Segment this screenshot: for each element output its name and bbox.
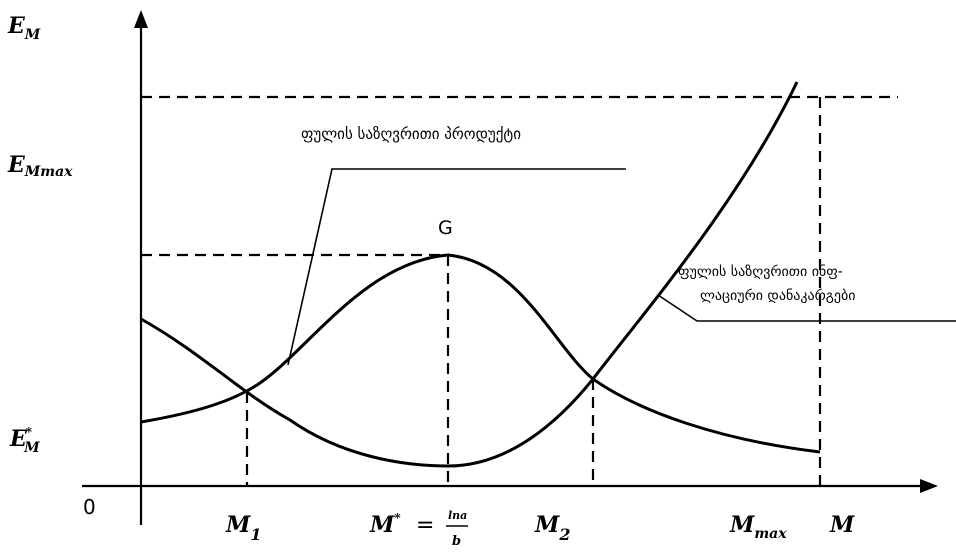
marginal-product-curve (140, 253, 821, 454)
mmax-tick-label: Mmax (729, 512, 787, 542)
x-axis-arrow (920, 479, 938, 493)
point-g-label: G (438, 217, 453, 239)
marginal-inflation-loss-curve (140, 81, 799, 468)
mstar-denominator: b (452, 534, 461, 549)
marginal-inflation-leader (657, 294, 956, 322)
origin-label: 0 (83, 495, 96, 519)
marginal-inflation-annotation-line2: ლაციური დანაკარგები (700, 287, 856, 304)
y-axis-label: EM (7, 13, 41, 43)
marginal-inflation-annotation-line1: ფულის საზღვრითი ინფ- (678, 263, 843, 280)
emax-tick-label: EMmax (7, 152, 73, 180)
m2-tick-label: M2 (534, 512, 571, 544)
m1-tick-label: M1 (225, 512, 262, 544)
mstar-tick-label: M* (369, 511, 401, 538)
estar-tick-label: E* M (9, 425, 40, 456)
x-axis-label: M (829, 512, 855, 538)
y-axis-arrow (134, 10, 148, 28)
marginal-product-annotation: ფულის საზღვრითი პროდუქტი (301, 125, 521, 143)
mstar-numerator: lna (448, 509, 467, 522)
marginal-product-leader (287, 168, 626, 366)
mstar-equals: = (416, 513, 434, 538)
